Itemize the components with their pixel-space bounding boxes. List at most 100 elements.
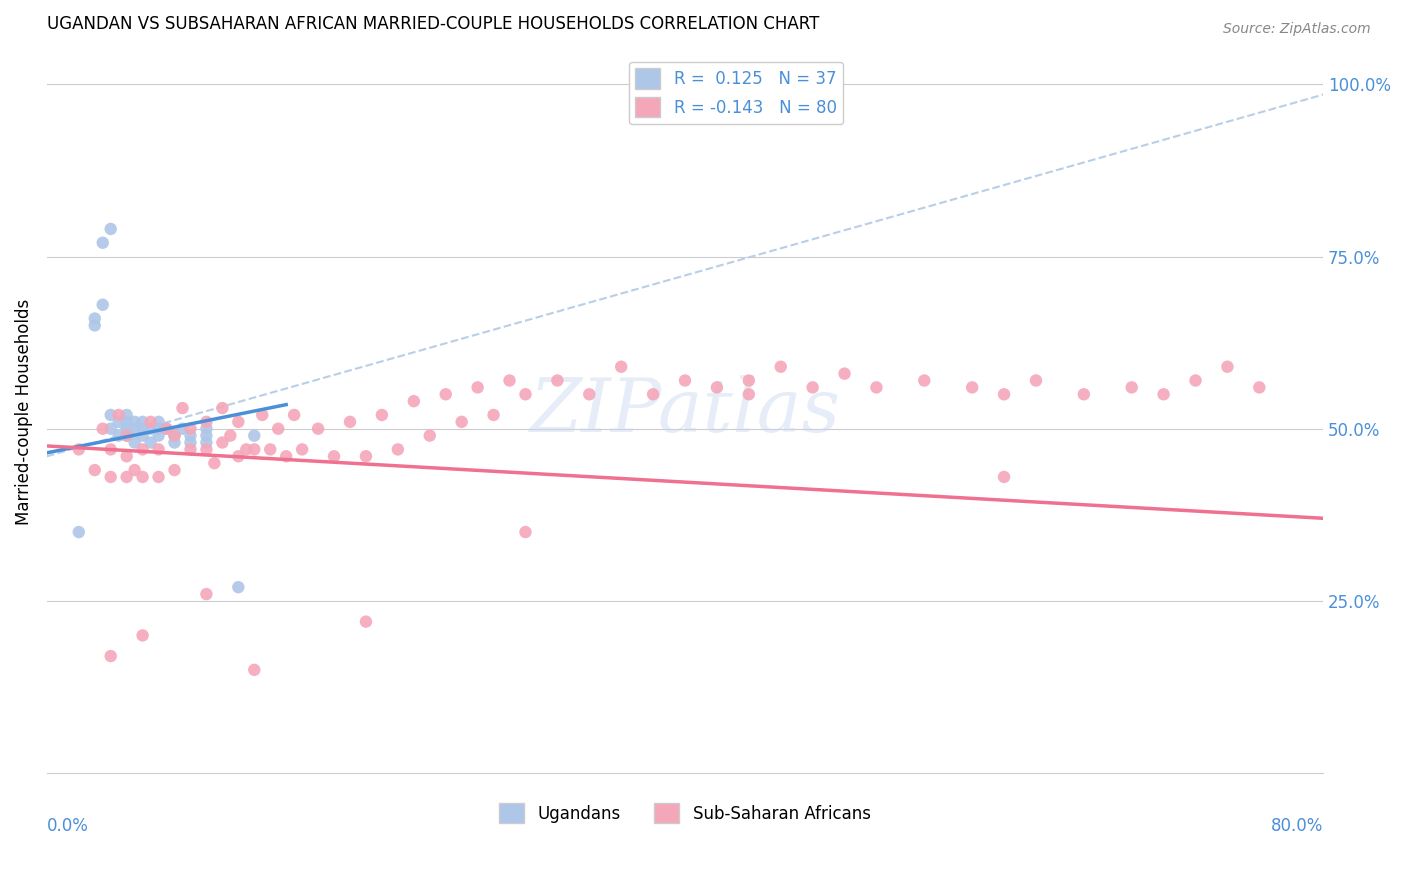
Text: Source: ZipAtlas.com: Source: ZipAtlas.com [1223,22,1371,37]
Point [115,422,138,436]
Point [467,380,489,394]
Point [354,615,377,629]
Point [115,428,138,442]
Point [131,428,153,442]
Point [219,428,242,442]
Point [402,394,425,409]
Point [1121,380,1143,394]
Point [1249,380,1271,394]
Point [993,470,1015,484]
Point [1073,387,1095,401]
Point [124,422,146,436]
Point [100,222,122,236]
Point [115,428,138,442]
Point [155,422,177,436]
Point [100,422,122,436]
Point [228,580,250,594]
Point [131,422,153,436]
Point [515,387,537,401]
Point [115,450,138,464]
Point [124,415,146,429]
Point [419,428,441,442]
Point [163,463,186,477]
Point [67,524,90,539]
Point [450,415,472,429]
Point [243,428,266,442]
Point [179,428,201,442]
Point [578,387,600,401]
Point [131,415,153,429]
Point [139,435,162,450]
Point [243,442,266,457]
Point [179,435,201,450]
Point [610,359,633,374]
Point [107,428,129,442]
Point [107,415,129,429]
Point [91,422,114,436]
Point [139,415,162,429]
Point [291,442,314,457]
Point [1153,387,1175,401]
Point [211,401,233,415]
Point [960,380,983,394]
Point [498,374,520,388]
Point [100,408,122,422]
Point [100,470,122,484]
Point [387,442,409,457]
Point [243,663,266,677]
Point [339,415,361,429]
Point [546,374,568,388]
Point [67,442,90,457]
Point [131,628,153,642]
Point [124,435,146,450]
Point [1025,374,1047,388]
Point [515,524,537,539]
Point [115,470,138,484]
Point [195,442,218,457]
Legend: Ugandans, Sub-Saharan Africans: Ugandans, Sub-Saharan Africans [492,797,877,830]
Point [163,435,186,450]
Point [83,311,105,326]
Point [100,649,122,664]
Point [163,428,186,442]
Point [83,318,105,333]
Point [643,387,665,401]
Point [706,380,728,394]
Point [228,415,250,429]
Y-axis label: Married-couple Households: Married-couple Households [15,299,32,524]
Point [115,415,138,429]
Point [115,422,138,436]
Point [195,587,218,601]
Text: UGANDAN VS SUBSAHARAN AFRICAN MARRIED-COUPLE HOUSEHOLDS CORRELATION CHART: UGANDAN VS SUBSAHARAN AFRICAN MARRIED-CO… [46,15,820,33]
Point [115,408,138,422]
Point [148,470,170,484]
Text: ZIPatlas: ZIPatlas [530,376,841,448]
Point [252,408,274,422]
Point [91,298,114,312]
Point [993,387,1015,401]
Point [163,428,186,442]
Point [228,450,250,464]
Point [323,450,346,464]
Point [371,408,394,422]
Point [131,470,153,484]
Point [912,374,935,388]
Point [1216,359,1239,374]
Point [211,435,233,450]
Point [91,235,114,250]
Point [482,408,505,422]
Point [434,387,457,401]
Point [195,422,218,436]
Text: 80.0%: 80.0% [1271,816,1323,835]
Point [834,367,856,381]
Point [148,442,170,457]
Point [148,422,170,436]
Point [107,408,129,422]
Point [738,387,761,401]
Point [267,422,290,436]
Point [139,422,162,436]
Point [276,450,298,464]
Point [83,463,105,477]
Point [131,442,153,457]
Text: 0.0%: 0.0% [46,816,89,835]
